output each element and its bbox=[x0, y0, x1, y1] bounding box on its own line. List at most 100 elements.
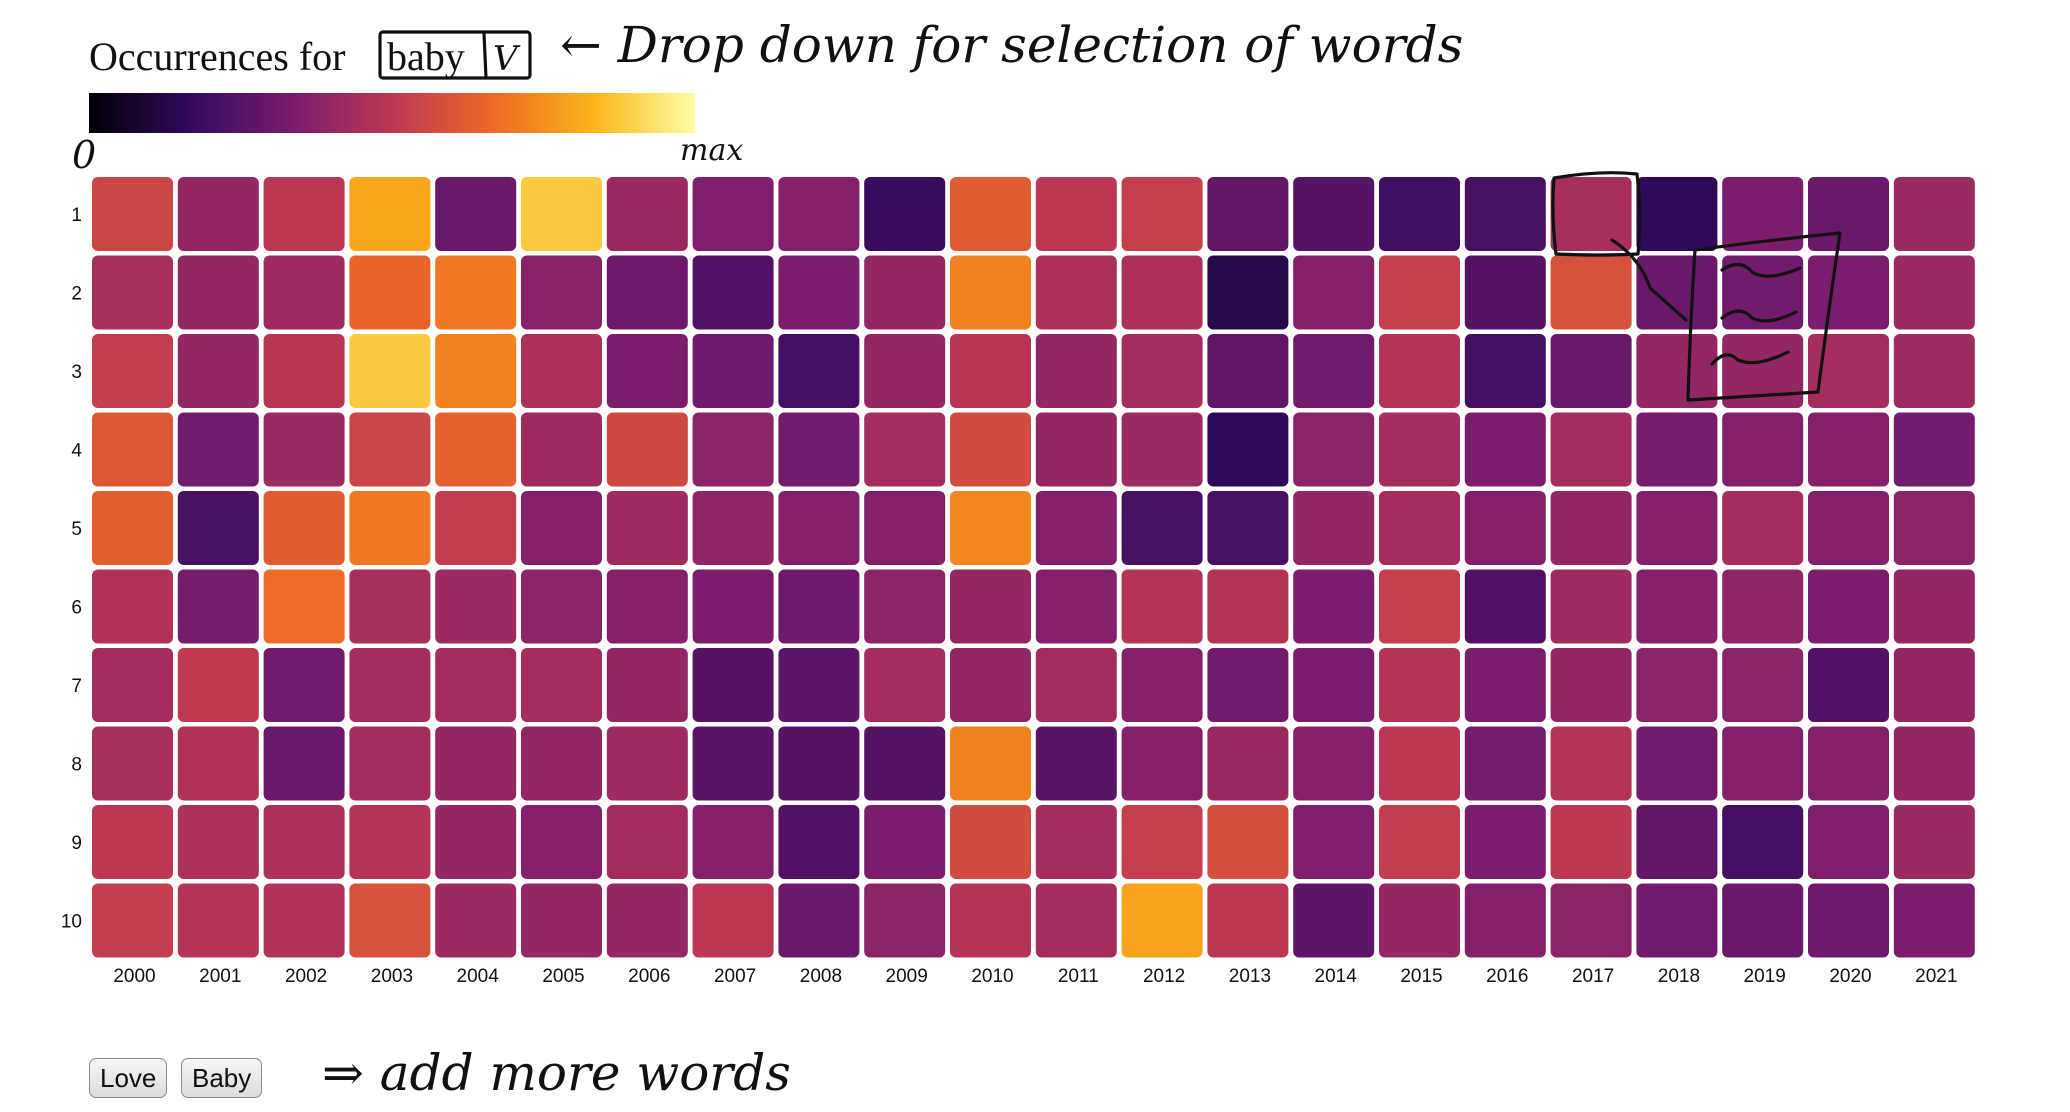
heatmap-cell-9-2011[interactable] bbox=[1035, 805, 1117, 879]
heatmap-cell-9-2008[interactable] bbox=[778, 805, 860, 879]
heatmap-cell-6-2016[interactable] bbox=[1464, 569, 1546, 644]
heatmap-cell-10-2015[interactable] bbox=[1379, 883, 1460, 958]
heatmap-cell-10-2014[interactable] bbox=[1293, 883, 1375, 958]
heatmap-cell-7-2002[interactable] bbox=[263, 648, 345, 722]
heatmap-cell-6-2020[interactable] bbox=[1808, 569, 1889, 644]
heatmap-cell-6-2015[interactable] bbox=[1379, 569, 1460, 644]
heatmap-cell-8-2019[interactable] bbox=[1722, 726, 1804, 801]
heatmap-cell-9-2012[interactable] bbox=[1121, 805, 1203, 879]
heatmap-cell-9-2018[interactable] bbox=[1636, 805, 1718, 879]
heatmap-cell-1-2015[interactable] bbox=[1379, 177, 1460, 251]
heatmap-cell-10-2004[interactable] bbox=[435, 883, 517, 958]
heatmap-cell-7-2011[interactable] bbox=[1035, 648, 1117, 722]
heatmap-cell-9-2001[interactable] bbox=[177, 805, 259, 879]
heatmap-cell-10-2006[interactable] bbox=[606, 883, 688, 958]
heatmap-cell-5-2011[interactable] bbox=[1035, 491, 1117, 565]
heatmap-cell-10-2001[interactable] bbox=[177, 883, 259, 958]
heatmap-cell-2-2003[interactable] bbox=[349, 255, 431, 330]
heatmap-cell-3-2020[interactable] bbox=[1808, 334, 1889, 408]
heatmap-cell-9-2015[interactable] bbox=[1379, 805, 1460, 879]
heatmap-cell-9-2019[interactable] bbox=[1722, 805, 1804, 879]
heatmap-cell-2-2002[interactable] bbox=[263, 255, 345, 330]
heatmap-cell-4-2009[interactable] bbox=[864, 412, 946, 487]
heatmap-cell-4-2010[interactable] bbox=[950, 412, 1031, 487]
heatmap-cell-4-2003[interactable] bbox=[349, 412, 431, 487]
heatmap-cell-4-2013[interactable] bbox=[1207, 412, 1289, 487]
word-dropdown[interactable]: baby V bbox=[378, 30, 532, 80]
heatmap-cell-4-2012[interactable] bbox=[1121, 412, 1203, 487]
heatmap-cell-9-2017[interactable] bbox=[1550, 805, 1632, 879]
heatmap-cell-3-2009[interactable] bbox=[864, 334, 946, 408]
heatmap-cell-10-2012[interactable] bbox=[1121, 883, 1203, 958]
heatmap-cell-10-2019[interactable] bbox=[1722, 883, 1804, 958]
heatmap-cell-3-2010[interactable] bbox=[950, 334, 1031, 408]
heatmap-cell-5-2016[interactable] bbox=[1464, 491, 1546, 565]
heatmap-cell-9-2003[interactable] bbox=[349, 805, 431, 879]
heatmap-cell-4-2004[interactable] bbox=[435, 412, 517, 487]
heatmap-cell-10-2011[interactable] bbox=[1035, 883, 1117, 958]
heatmap-cell-7-2008[interactable] bbox=[778, 648, 860, 722]
heatmap-cell-2-2008[interactable] bbox=[778, 255, 860, 330]
heatmap-cell-2-2010[interactable] bbox=[950, 255, 1031, 330]
heatmap-cell-7-2001[interactable] bbox=[177, 648, 259, 722]
heatmap-cell-10-2020[interactable] bbox=[1808, 883, 1889, 958]
heatmap-cell-2-2006[interactable] bbox=[606, 255, 688, 330]
heatmap-cell-9-2010[interactable] bbox=[950, 805, 1031, 879]
heatmap-cell-1-2012[interactable] bbox=[1121, 177, 1203, 251]
heatmap-cell-5-2006[interactable] bbox=[606, 491, 688, 565]
heatmap-cell-6-2021[interactable] bbox=[1893, 569, 1975, 644]
heatmap-cell-7-2021[interactable] bbox=[1893, 648, 1975, 722]
heatmap-cell-4-2006[interactable] bbox=[606, 412, 688, 487]
heatmap-cell-5-2019[interactable] bbox=[1722, 491, 1804, 565]
heatmap-cell-9-2016[interactable] bbox=[1464, 805, 1546, 879]
heatmap-cell-3-2002[interactable] bbox=[263, 334, 345, 408]
heatmap-cell-8-2002[interactable] bbox=[263, 726, 345, 801]
word-button-baby[interactable]: Baby bbox=[181, 1058, 263, 1098]
heatmap-cell-3-2004[interactable] bbox=[435, 334, 517, 408]
heatmap-cell-5-2015[interactable] bbox=[1379, 491, 1460, 565]
heatmap-cell-3-2012[interactable] bbox=[1121, 334, 1203, 408]
heatmap-cell-3-2013[interactable] bbox=[1207, 334, 1289, 408]
heatmap-cell-8-2000[interactable] bbox=[92, 726, 173, 801]
heatmap-cell-6-2002[interactable] bbox=[263, 569, 345, 644]
heatmap-cell-2-2012[interactable] bbox=[1121, 255, 1203, 330]
heatmap-cell-2-2004[interactable] bbox=[435, 255, 517, 330]
heatmap-cell-8-2005[interactable] bbox=[521, 726, 602, 801]
heatmap-cell-10-2002[interactable] bbox=[263, 883, 345, 958]
heatmap-cell-1-2007[interactable] bbox=[692, 177, 774, 251]
heatmap-cell-9-2013[interactable] bbox=[1207, 805, 1289, 879]
heatmap-cell-10-2017[interactable] bbox=[1550, 883, 1632, 958]
heatmap-cell-4-2001[interactable] bbox=[177, 412, 259, 487]
heatmap-cell-7-2012[interactable] bbox=[1121, 648, 1203, 722]
heatmap-cell-5-2009[interactable] bbox=[864, 491, 946, 565]
heatmap-cell-5-2018[interactable] bbox=[1636, 491, 1718, 565]
heatmap-cell-7-2003[interactable] bbox=[349, 648, 431, 722]
heatmap-cell-5-2014[interactable] bbox=[1293, 491, 1375, 565]
heatmap-cell-4-2021[interactable] bbox=[1893, 412, 1975, 487]
heatmap-cell-3-2003[interactable] bbox=[349, 334, 431, 408]
heatmap-cell-6-2011[interactable] bbox=[1035, 569, 1117, 644]
heatmap-cell-5-2012[interactable] bbox=[1121, 491, 1203, 565]
word-button-love[interactable]: Love bbox=[89, 1058, 168, 1098]
heatmap-cell-9-2006[interactable] bbox=[606, 805, 688, 879]
heatmap-cell-10-2009[interactable] bbox=[864, 883, 946, 958]
heatmap-cell-5-2021[interactable] bbox=[1893, 491, 1975, 565]
heatmap-cell-1-2019[interactable] bbox=[1722, 177, 1804, 251]
heatmap-cell-4-2002[interactable] bbox=[263, 412, 345, 487]
heatmap-cell-5-2017[interactable] bbox=[1550, 491, 1632, 565]
heatmap-cell-3-2000[interactable] bbox=[92, 334, 173, 408]
heatmap-cell-4-2015[interactable] bbox=[1379, 412, 1460, 487]
heatmap-cell-5-2002[interactable] bbox=[263, 491, 345, 565]
heatmap-cell-9-2020[interactable] bbox=[1808, 805, 1889, 879]
heatmap-cell-2-2021[interactable] bbox=[1893, 255, 1975, 330]
heatmap-cell-1-2020[interactable] bbox=[1808, 177, 1889, 251]
heatmap-cell-3-2006[interactable] bbox=[606, 334, 688, 408]
heatmap-cell-1-2014[interactable] bbox=[1293, 177, 1375, 251]
heatmap-cell-7-2015[interactable] bbox=[1379, 648, 1460, 722]
heatmap-cell-6-2009[interactable] bbox=[864, 569, 946, 644]
heatmap-cell-7-2006[interactable] bbox=[606, 648, 688, 722]
heatmap-cell-8-2011[interactable] bbox=[1035, 726, 1117, 801]
heatmap-cell-10-2016[interactable] bbox=[1464, 883, 1546, 958]
heatmap-cell-8-2016[interactable] bbox=[1464, 726, 1546, 801]
heatmap-cell-4-2018[interactable] bbox=[1636, 412, 1718, 487]
